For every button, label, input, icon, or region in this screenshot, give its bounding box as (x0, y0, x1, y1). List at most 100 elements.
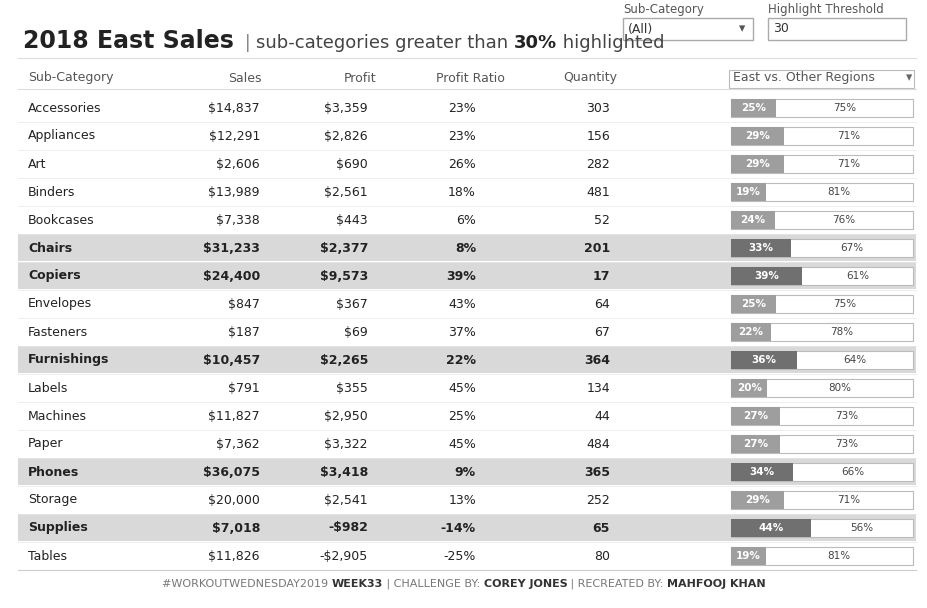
FancyBboxPatch shape (768, 18, 905, 40)
Text: 19%: 19% (735, 551, 760, 561)
Text: (All): (All) (628, 22, 653, 35)
Text: $2,826: $2,826 (324, 130, 368, 142)
Text: Storage: Storage (28, 494, 77, 506)
Text: $2,606: $2,606 (216, 157, 260, 170)
FancyBboxPatch shape (18, 234, 915, 261)
Text: 71%: 71% (836, 159, 859, 169)
FancyBboxPatch shape (730, 127, 783, 145)
Text: 30: 30 (772, 22, 788, 35)
Text: $24,400: $24,400 (202, 269, 260, 283)
Text: $2,561: $2,561 (324, 185, 368, 198)
FancyBboxPatch shape (730, 407, 912, 425)
Text: Sales: Sales (228, 72, 261, 85)
Text: #WORKOUTWEDNESDAY2019: #WORKOUTWEDNESDAY2019 (162, 579, 331, 589)
FancyBboxPatch shape (730, 435, 912, 453)
Text: Fasteners: Fasteners (28, 325, 88, 339)
FancyBboxPatch shape (730, 547, 912, 565)
FancyBboxPatch shape (730, 351, 795, 369)
Text: $690: $690 (336, 157, 368, 170)
Text: 27%: 27% (743, 411, 768, 421)
Text: 73%: 73% (834, 411, 857, 421)
Text: $187: $187 (228, 325, 260, 339)
Text: 81%: 81% (827, 551, 850, 561)
Text: Accessories: Accessories (28, 102, 101, 114)
FancyBboxPatch shape (730, 463, 912, 481)
Text: $14,837: $14,837 (209, 102, 260, 114)
Text: WEEK33: WEEK33 (331, 579, 383, 589)
FancyBboxPatch shape (730, 99, 912, 117)
FancyBboxPatch shape (730, 239, 912, 257)
FancyBboxPatch shape (730, 323, 912, 341)
Text: 365: 365 (583, 466, 609, 478)
Text: 78%: 78% (830, 327, 853, 337)
FancyBboxPatch shape (730, 379, 767, 397)
Text: 44: 44 (593, 410, 609, 423)
Text: 22%: 22% (738, 327, 763, 337)
Text: $847: $847 (228, 297, 260, 311)
Text: 252: 252 (586, 494, 609, 506)
Text: 37%: 37% (448, 325, 476, 339)
Text: 25%: 25% (741, 103, 766, 113)
FancyBboxPatch shape (729, 70, 913, 88)
Text: ▾: ▾ (738, 22, 744, 35)
FancyBboxPatch shape (730, 295, 776, 313)
Text: Profit: Profit (343, 72, 376, 85)
Text: East vs. Other Regions: East vs. Other Regions (732, 72, 874, 85)
Text: Supplies: Supplies (28, 522, 88, 534)
FancyBboxPatch shape (730, 379, 912, 397)
Text: 20%: 20% (736, 383, 761, 393)
Text: 201: 201 (583, 241, 609, 255)
Text: $20,000: $20,000 (208, 494, 260, 506)
Text: 66%: 66% (841, 467, 864, 477)
Text: -14%: -14% (440, 522, 476, 534)
Text: $3,359: $3,359 (324, 102, 368, 114)
Text: 73%: 73% (834, 439, 857, 449)
Text: 25%: 25% (448, 410, 476, 423)
Text: 64: 64 (593, 297, 609, 311)
FancyBboxPatch shape (730, 155, 783, 173)
Text: $791: $791 (228, 381, 260, 395)
Text: 364: 364 (583, 353, 609, 367)
Text: 34%: 34% (749, 467, 774, 477)
Text: $36,075: $36,075 (203, 466, 260, 478)
Text: Quantity: Quantity (563, 72, 616, 85)
Text: $443: $443 (336, 213, 368, 227)
Text: $9,573: $9,573 (320, 269, 368, 283)
Text: 29%: 29% (744, 131, 769, 141)
Text: 56%: 56% (849, 523, 872, 533)
Text: 30%: 30% (514, 34, 557, 52)
Text: Appliances: Appliances (28, 130, 96, 142)
Text: 80: 80 (593, 550, 609, 562)
Text: Chairs: Chairs (28, 241, 72, 255)
Text: MAHFOOJ KHAN: MAHFOOJ KHAN (667, 579, 765, 589)
Text: $3,418: $3,418 (320, 466, 368, 478)
Text: 303: 303 (586, 102, 609, 114)
Text: 23%: 23% (448, 102, 476, 114)
Text: 80%: 80% (828, 383, 851, 393)
FancyBboxPatch shape (18, 458, 915, 485)
Text: | RECREATED BY:: | RECREATED BY: (567, 579, 667, 589)
Text: $3,322: $3,322 (324, 438, 368, 451)
FancyBboxPatch shape (730, 351, 912, 369)
Text: Sub-Category: Sub-Category (622, 3, 703, 16)
Text: $7,018: $7,018 (211, 522, 260, 534)
Text: 52: 52 (593, 213, 609, 227)
Text: $355: $355 (336, 381, 368, 395)
Text: 71%: 71% (836, 131, 859, 141)
Text: 19%: 19% (735, 187, 760, 197)
Text: Labels: Labels (28, 381, 69, 395)
Text: sub-categories greater than: sub-categories greater than (256, 34, 514, 52)
Text: 29%: 29% (744, 159, 769, 169)
FancyBboxPatch shape (18, 262, 915, 289)
Text: $13,989: $13,989 (209, 185, 260, 198)
Text: 18%: 18% (448, 185, 476, 198)
Text: $12,291: $12,291 (209, 130, 260, 142)
Text: 81%: 81% (827, 187, 850, 197)
Text: 33%: 33% (748, 243, 773, 253)
Text: 134: 134 (586, 381, 609, 395)
Text: 43%: 43% (448, 297, 476, 311)
FancyBboxPatch shape (730, 239, 790, 257)
FancyBboxPatch shape (730, 491, 783, 509)
Text: $7,338: $7,338 (216, 213, 260, 227)
Text: 29%: 29% (744, 495, 769, 505)
